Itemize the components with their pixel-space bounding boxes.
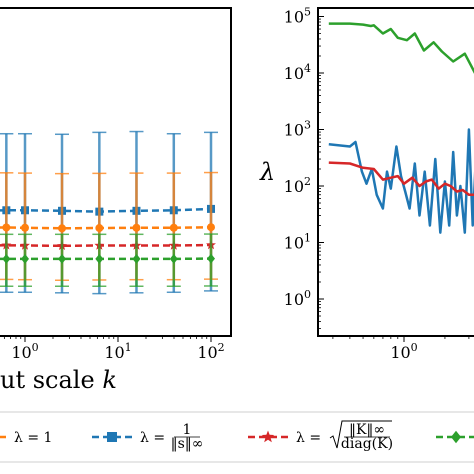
right-chart-panel: 100 100 101 102 103 104 105 λ: [259, 6, 474, 362]
data-point: [95, 253, 104, 264]
series-line: [0, 225, 212, 230]
x-tick-label: 100: [390, 341, 417, 362]
legend-box: [0, 411, 474, 463]
legend-label-denominator: diag(K): [341, 436, 393, 452]
left-series-2: [0, 239, 216, 251]
data-point: [2, 223, 11, 232]
data-point: [169, 253, 178, 264]
y-tick-label: 105: [284, 6, 311, 27]
y-tick-label: 102: [284, 175, 311, 196]
y-tick-label: 104: [284, 62, 311, 83]
y-tick-label: 101: [284, 232, 311, 253]
data-point: [207, 223, 215, 232]
left-series-0: [0, 130, 218, 295]
data-point: [21, 253, 29, 264]
left-chart-frame: [0, 7, 232, 337]
data-point: [2, 253, 11, 264]
legend-entries: λ = 1 λ = 1‖s‖∞ λ = ‖K‖∞diag(K): [0, 420, 474, 452]
left-chart-marks: [0, 130, 218, 295]
data-point: [21, 223, 29, 232]
left-chart-panel: 100 101 102 ut scale k: [0, 7, 232, 394]
data-point: [58, 253, 67, 264]
right-chart-frame: [317, 7, 474, 337]
right-series-2-line: [328, 161, 474, 197]
legend: λ = 1 λ = 1‖s‖∞ λ = ‖K‖∞diag(K): [0, 411, 474, 463]
legend-label: λ = 1: [14, 430, 52, 446]
right-series-0-line: [328, 22, 474, 74]
data-point: [95, 224, 104, 233]
legend-label-lhs: λ =: [296, 430, 321, 446]
legend-sqrt-sign: [329, 420, 392, 449]
data-point: [58, 224, 67, 233]
series-line: [0, 243, 212, 248]
right-series-1-line: [328, 128, 474, 234]
right-x-axis: 100: [332, 336, 470, 362]
legend-label-denominator: ‖s‖∞: [171, 436, 204, 452]
data-point: [207, 253, 215, 264]
legend-marker: [451, 430, 461, 444]
series-line: [0, 257, 212, 261]
data-point: [132, 223, 141, 232]
left-x-axis-label: ut scale k: [0, 366, 117, 394]
left-x-axis: 100 101 102: [3, 336, 225, 362]
right-y-axis-label: λ: [259, 158, 275, 186]
left-series-3: [0, 233, 218, 288]
legend-entry-3: [436, 430, 474, 444]
x-tick-label: 101: [104, 341, 131, 362]
data-point: [132, 253, 141, 264]
left-series-1: [0, 171, 218, 281]
legend-label-numerator: 1: [183, 422, 192, 438]
y-tick-label: 103: [284, 119, 311, 140]
legend-marker: [107, 432, 117, 442]
series-line: [0, 207, 212, 213]
x-tick-label: 102: [197, 341, 224, 362]
legend-entry-0: λ = 1: [0, 430, 52, 446]
legend-label-lhs: λ =: [140, 430, 165, 446]
legend-label-numerator: ‖K‖∞: [349, 422, 385, 438]
right-chart-marks: [328, 22, 474, 234]
y-tick-label: 100: [284, 288, 311, 309]
legend-entry-2: λ = ‖K‖∞diag(K): [248, 420, 393, 452]
right-y-axis: 100 101 102 103 104 105: [284, 6, 324, 329]
data-point: [169, 223, 178, 232]
legend-marker: [261, 430, 275, 443]
legend-entry-1: λ = 1‖s‖∞: [92, 422, 203, 452]
x-tick-label: 100: [11, 341, 38, 362]
